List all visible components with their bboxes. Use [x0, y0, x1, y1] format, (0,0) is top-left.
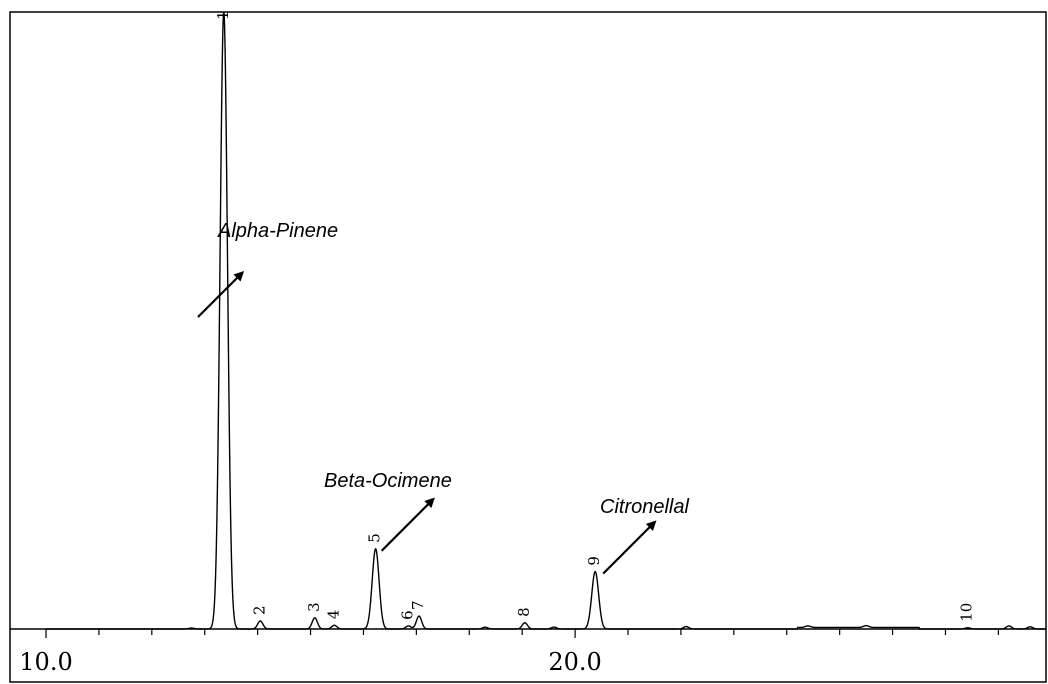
peak-label: 2 — [250, 605, 268, 615]
annotation-arrow — [602, 520, 657, 575]
chromatogram-trace — [46, 11, 1046, 630]
peak-label: 7 — [409, 600, 427, 610]
annotation-arrow — [197, 270, 245, 318]
peak-label: 3 — [305, 602, 323, 612]
compound-annotations: Alpha-Pinene Beta-Ocimene Citronellal — [197, 220, 689, 575]
peak-label: 1 — [214, 10, 232, 20]
x-tick-label: 20.0 — [548, 648, 601, 676]
x-tick-label: 10.0 — [19, 648, 72, 676]
x-axis-ticks — [45, 629, 999, 638]
peak-label: 5 — [366, 533, 384, 543]
peak-labels: 1 2 34 5 67 8 9 10 — [214, 10, 976, 621]
peak-label: 9 — [585, 556, 603, 566]
peak-label: 8 — [515, 607, 533, 617]
peak-label: 4 — [324, 610, 342, 620]
annotation-label: Citronellal — [600, 496, 689, 518]
chart-frame — [9, 11, 1047, 683]
peak-label: 10 — [958, 603, 976, 622]
annotation-label: Beta-Ocimene — [324, 470, 452, 492]
annotation-arrow — [380, 497, 435, 552]
annotation-label: Alpha-Pinene — [217, 220, 338, 242]
x-axis-tick-labels: 10.0 20.0 — [19, 648, 602, 676]
peak-label: 6 — [398, 610, 416, 620]
